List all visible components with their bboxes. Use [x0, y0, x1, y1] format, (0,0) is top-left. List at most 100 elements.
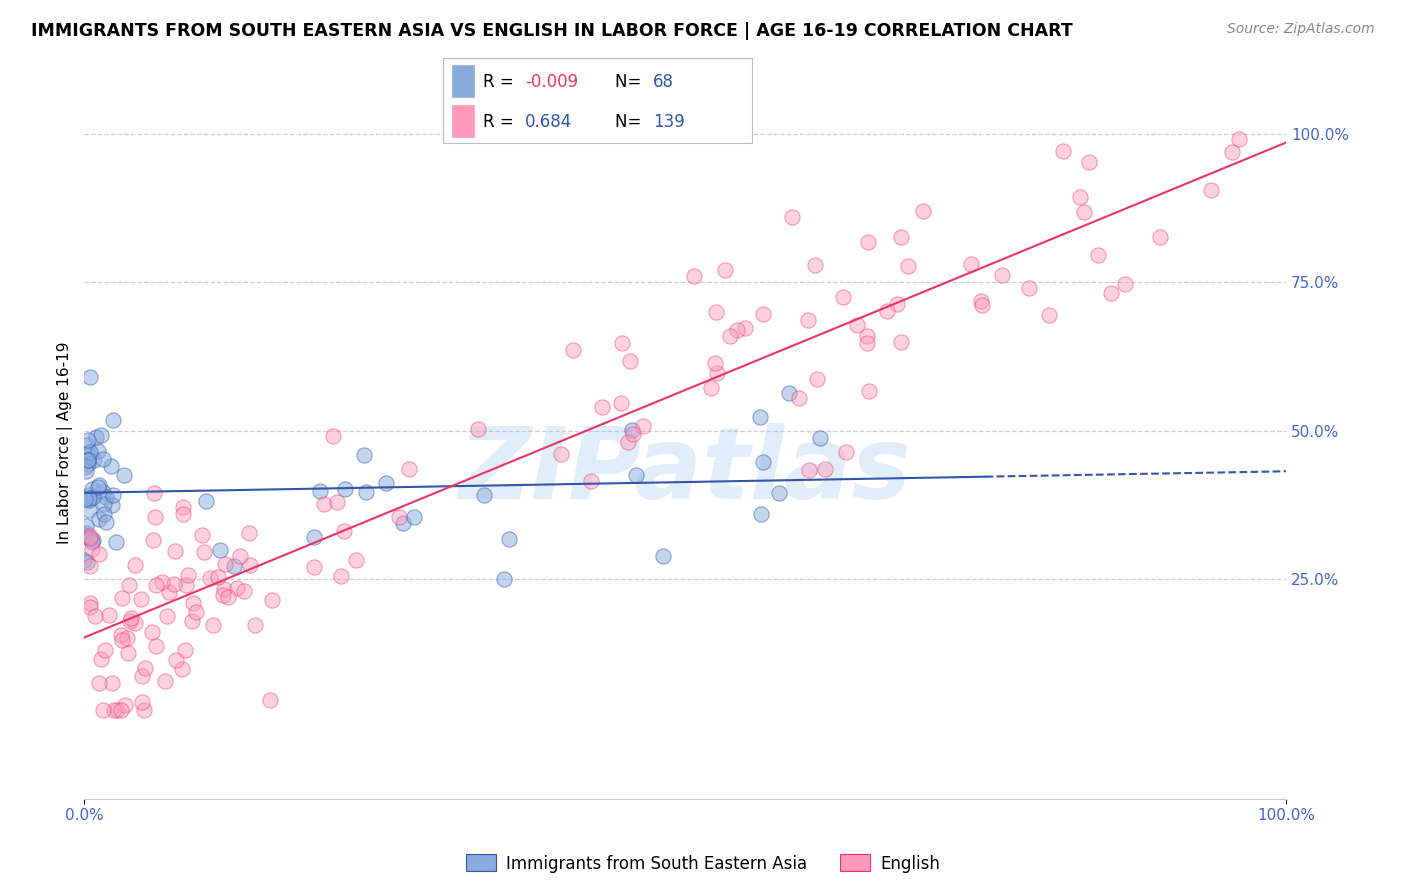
Point [131, 695, 153, 709]
Y-axis label: In Labor Force | Age 16-19: In Labor Force | Age 16-19 [58, 342, 73, 544]
Point [91, 451, 114, 466]
Point [1077, 155, 1099, 169]
Point [87, 675, 110, 690]
Point [787, 391, 810, 405]
Point [177, 568, 200, 582]
Point [374, 476, 396, 491]
Point [79, 529, 101, 543]
Point [77, 453, 100, 467]
Point [79, 532, 101, 546]
Point [238, 525, 260, 540]
Point [100, 458, 122, 473]
Point [120, 610, 142, 624]
Point [243, 618, 266, 632]
Point [105, 703, 128, 717]
Point [80, 542, 103, 557]
Point [145, 639, 167, 653]
Point [855, 328, 877, 343]
Point [214, 558, 236, 572]
Point [110, 627, 132, 641]
Text: 68: 68 [654, 73, 675, 91]
Point [195, 493, 218, 508]
Point [202, 618, 225, 632]
Point [96, 515, 118, 529]
Point [845, 318, 868, 333]
Point [131, 669, 153, 683]
Point [229, 549, 252, 563]
Point [142, 533, 165, 548]
Point [467, 422, 489, 436]
Point [991, 268, 1014, 283]
Point [912, 204, 935, 219]
Point [198, 570, 221, 584]
Point [890, 229, 912, 244]
Point [117, 646, 139, 660]
Point [174, 578, 197, 592]
Point [77, 493, 100, 508]
Point [972, 298, 994, 312]
Point [118, 578, 141, 592]
Point [330, 568, 353, 582]
Point [79, 445, 101, 459]
Point [129, 592, 152, 607]
Point [222, 558, 245, 573]
Point [97, 607, 120, 622]
Point [1069, 190, 1091, 204]
Point [91, 703, 114, 717]
Point [749, 507, 772, 521]
Point [112, 467, 135, 482]
Text: ZIPatlas: ZIPatlas [458, 423, 911, 519]
Point [101, 498, 124, 512]
Point [808, 432, 831, 446]
Point [617, 435, 640, 450]
Point [174, 643, 197, 657]
Point [181, 614, 204, 628]
Point [77, 488, 100, 502]
Point [631, 418, 654, 433]
Point [970, 293, 993, 308]
Point [312, 497, 335, 511]
Point [494, 572, 516, 586]
Point [651, 549, 673, 563]
Legend: Immigrants from South Eastern Asia, English: Immigrants from South Eastern Asia, Engl… [460, 847, 946, 880]
Point [79, 370, 101, 384]
Point [87, 478, 110, 492]
Point [797, 313, 820, 327]
Point [703, 356, 725, 370]
Point [83, 452, 105, 467]
Point [621, 423, 644, 437]
Point [1038, 308, 1060, 322]
Point [207, 570, 229, 584]
Point [856, 335, 879, 350]
Point [101, 675, 124, 690]
Point [344, 553, 367, 567]
Text: N=: N= [614, 112, 647, 130]
Point [165, 653, 187, 667]
Point [768, 486, 790, 500]
Point [398, 462, 420, 476]
Point [79, 491, 101, 505]
Point [718, 328, 741, 343]
Point [101, 488, 124, 502]
Point [150, 574, 173, 589]
Point [75, 518, 97, 533]
Point [75, 526, 97, 541]
Point [73, 528, 96, 542]
Point [89, 548, 111, 562]
Point [101, 413, 124, 427]
Point [96, 490, 118, 504]
Point [75, 460, 97, 475]
Point [87, 480, 110, 494]
Point [832, 290, 855, 304]
Point [1018, 281, 1040, 295]
Point [1149, 229, 1171, 244]
Point [93, 498, 115, 512]
Point [858, 235, 880, 249]
Point [114, 698, 136, 713]
Point [77, 531, 100, 545]
Point [84, 430, 107, 444]
Point [619, 354, 641, 368]
Point [1220, 145, 1243, 159]
Point [612, 335, 634, 350]
Point [1099, 285, 1122, 300]
